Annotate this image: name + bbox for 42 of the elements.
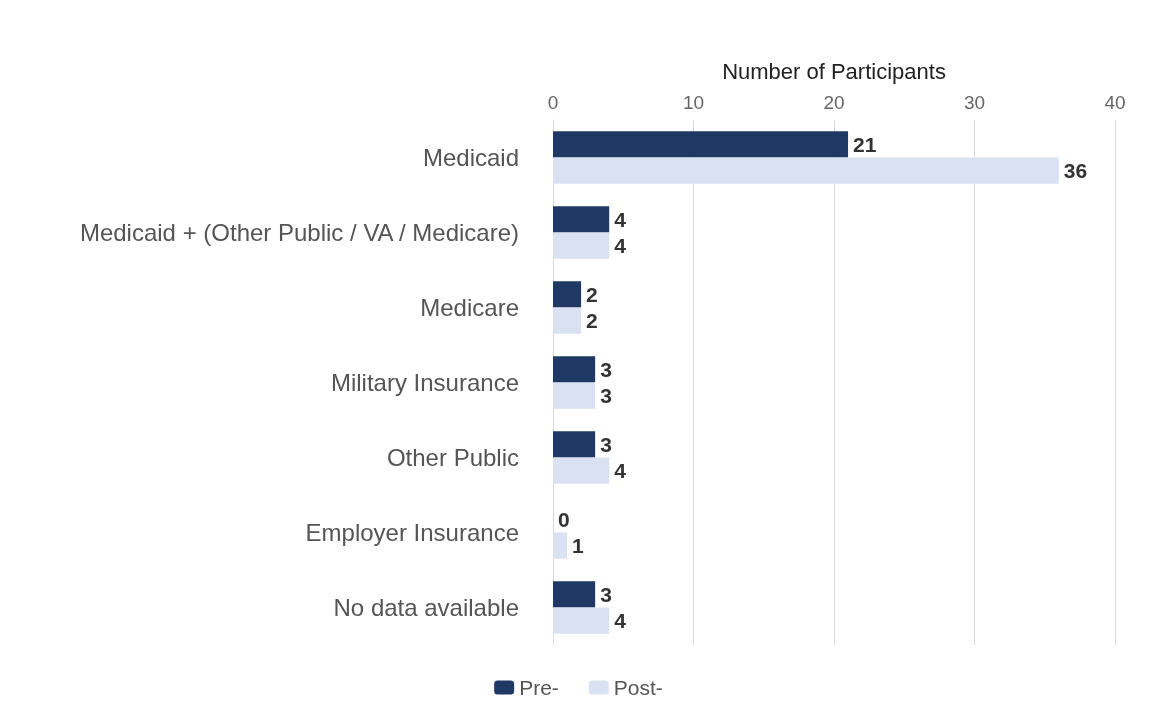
bar: [553, 457, 610, 484]
data-label: 3: [600, 582, 612, 606]
bar: [553, 356, 596, 383]
bar: [553, 382, 596, 409]
bar: [553, 281, 582, 308]
x-tick-label: 20: [823, 92, 845, 113]
data-label: 21: [853, 132, 877, 156]
x-tick-label: 10: [682, 92, 705, 113]
data-label: 4: [614, 459, 627, 483]
bar: [553, 307, 582, 334]
x-tick-label: 0: [547, 92, 559, 113]
bar: [553, 131, 849, 158]
y-tick-label: Other Public: [386, 444, 519, 471]
bar: [553, 232, 610, 259]
y-tick-label: Military Insurance: [330, 369, 519, 396]
y-tick-label: Employer Insurance: [305, 519, 519, 546]
data-label: 3: [600, 432, 612, 456]
bar: [553, 581, 596, 608]
data-label: 2: [586, 282, 598, 306]
x-axis-title: Number of Participants: [722, 58, 946, 84]
bar: [553, 607, 610, 634]
legend-label: Post-: [613, 676, 663, 699]
y-tick-label: No data available: [333, 594, 519, 621]
legend-label: Pre-: [519, 676, 559, 699]
bar: [553, 206, 610, 233]
data-label: 0: [558, 507, 570, 531]
y-tick-label: Medicare: [420, 294, 519, 321]
bar: [553, 532, 568, 559]
bar: [553, 431, 596, 458]
y-tick-label: Medicaid: [422, 144, 519, 171]
data-label: 1: [572, 534, 585, 558]
data-label: 2: [586, 309, 598, 333]
x-tick-label: 40: [1104, 92, 1126, 113]
data-label: 4: [614, 207, 627, 231]
data-label: 36: [1063, 159, 1088, 183]
x-tick-label: 30: [963, 92, 986, 113]
y-tick-label: Medicaid + (Other Public / VA / Medicare): [79, 219, 519, 246]
data-label: 4: [614, 234, 627, 258]
data-label: 3: [600, 357, 612, 381]
data-label: 4: [614, 609, 627, 633]
data-label: 3: [600, 384, 612, 408]
bar: [553, 157, 1059, 184]
